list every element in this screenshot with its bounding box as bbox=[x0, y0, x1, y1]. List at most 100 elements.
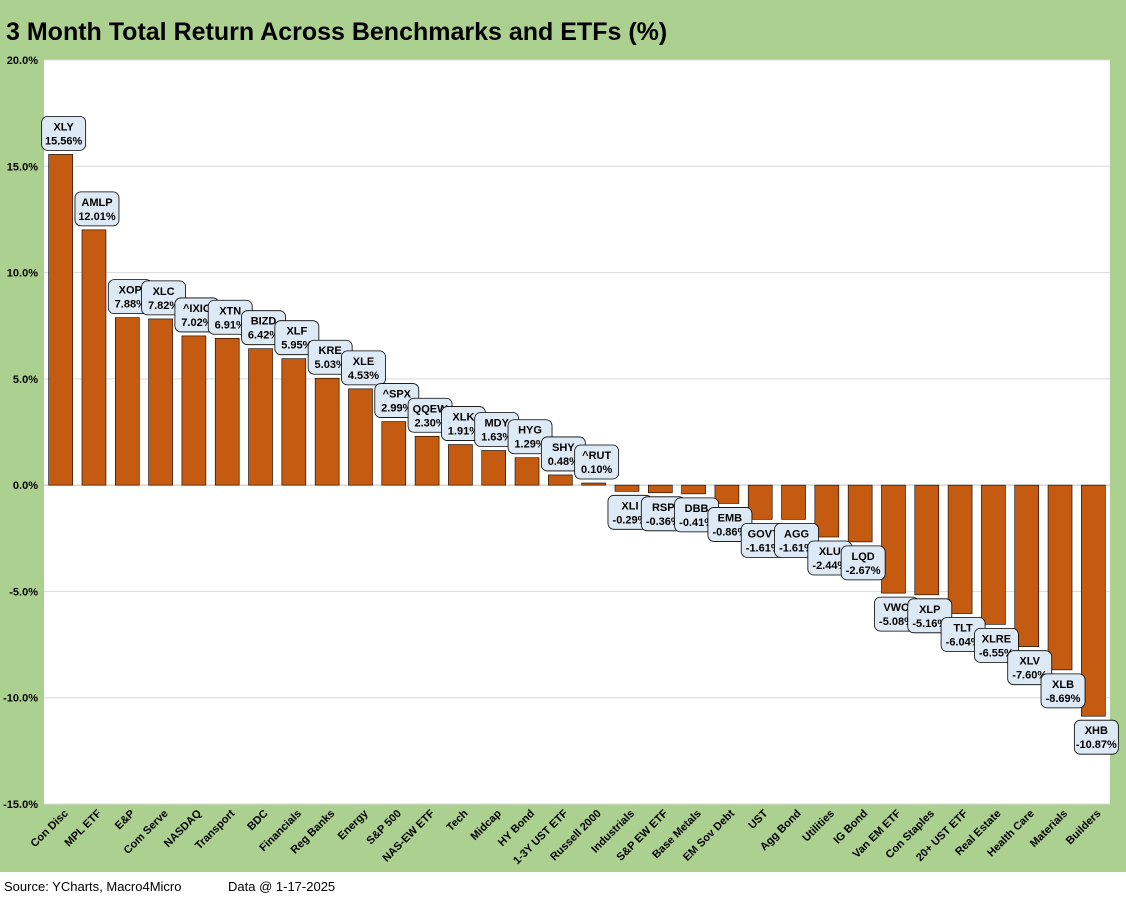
data-label-value: -0.41% bbox=[679, 517, 714, 529]
data-label-value: -10.87% bbox=[1076, 739, 1117, 751]
data-label-box bbox=[840, 545, 886, 581]
data-label-ticker: ^SPX bbox=[383, 389, 412, 401]
data-label: AGG -1.61% bbox=[774, 522, 819, 558]
bar-dbb bbox=[681, 484, 706, 495]
bars bbox=[48, 154, 1106, 717]
data-label-value: -2.44% bbox=[812, 560, 847, 572]
data-label-value: -0.36% bbox=[646, 516, 681, 528]
data-label-box bbox=[1073, 719, 1119, 755]
bar-xlb bbox=[1047, 484, 1073, 671]
data-label-ticker: HYG bbox=[518, 425, 542, 437]
data-label-value: -1.61% bbox=[779, 542, 814, 554]
data-label-value: 6.42% bbox=[248, 330, 279, 342]
data-label-ticker: XLU bbox=[819, 546, 841, 558]
data-label: XLE 4.53% bbox=[341, 350, 386, 386]
data-label-ticker: XLK bbox=[452, 412, 474, 424]
bar-xlv bbox=[1014, 484, 1040, 647]
bar-emb bbox=[714, 484, 740, 504]
bar-xly bbox=[48, 154, 73, 486]
x-tick-label: MPL ETF bbox=[62, 807, 104, 849]
bar-xli bbox=[614, 484, 640, 492]
data-label-value: 15.56% bbox=[45, 135, 83, 147]
data-label-box bbox=[1040, 673, 1086, 709]
bar-spx bbox=[381, 421, 407, 486]
bar-ixic bbox=[181, 335, 207, 486]
data-label-ticker: XTN bbox=[219, 305, 241, 317]
data-label-value: 1.63% bbox=[481, 431, 512, 443]
data-label-box bbox=[74, 191, 120, 227]
data-label-box bbox=[1007, 650, 1053, 686]
bar-tlt bbox=[947, 484, 973, 614]
data-label-value: 7.88% bbox=[115, 299, 146, 311]
data-label-value: 6.91% bbox=[215, 319, 246, 331]
data-label-box bbox=[974, 627, 1019, 663]
data-label-ticker: ^RUT bbox=[582, 450, 611, 462]
data-label-value: -1.61% bbox=[746, 542, 781, 554]
y-tick-label: 15.0% bbox=[7, 161, 38, 173]
bar-agg bbox=[781, 484, 806, 520]
y-tick-label: 20.0% bbox=[7, 55, 38, 67]
y-tick-label: -15.0% bbox=[3, 799, 38, 811]
bar-xlp bbox=[914, 484, 940, 596]
data-label-value: 2.99% bbox=[381, 403, 412, 415]
data-label-value: 2.30% bbox=[414, 417, 445, 429]
x-tick-label: Tech bbox=[444, 807, 470, 833]
data-label: LQD -2.67% bbox=[840, 545, 886, 581]
data-label-box bbox=[574, 444, 620, 480]
data-label-ticker: XLE bbox=[353, 356, 374, 368]
data-label-ticker: DBB bbox=[685, 503, 709, 515]
data-label-value: -8.69% bbox=[1046, 693, 1081, 705]
chart-title: 3 Month Total Return Across Benchmarks a… bbox=[6, 18, 668, 46]
bar-xlre bbox=[981, 484, 1006, 625]
data-label-ticker: RSP bbox=[652, 502, 675, 514]
data-label-ticker: XLP bbox=[919, 604, 940, 616]
bar-xlk bbox=[448, 444, 473, 486]
data-label-ticker: TLT bbox=[953, 623, 973, 635]
data-label-ticker: XLRE bbox=[982, 633, 1011, 645]
y-tick-label: 10.0% bbox=[7, 268, 38, 280]
y-axis: 20.0% 15.0% 10.0% 5.0% 0.0% -5.0% -10.0% -15.0% bbox=[3, 55, 38, 811]
bar-xlc bbox=[148, 318, 173, 486]
bar-xop bbox=[114, 317, 140, 486]
bar-chart: 20.0% 15.0% 10.0% 5.0% 0.0% -5.0% -10.0% -15.0%… bbox=[3, 55, 1119, 867]
data-label: XHB -10.87% bbox=[1073, 719, 1119, 755]
bar-bizd bbox=[248, 348, 273, 486]
data-label-ticker: XLF bbox=[286, 326, 307, 338]
data-label-ticker: XHB bbox=[1085, 725, 1108, 737]
data-label-value: 0.48% bbox=[548, 456, 579, 468]
bar-xtn bbox=[214, 337, 240, 486]
data-label-value: 4.53% bbox=[348, 370, 379, 382]
data-label: EMB -0.86% bbox=[707, 507, 753, 542]
data-label-ticker: BIZD bbox=[251, 316, 277, 328]
bar-xlu bbox=[814, 484, 840, 538]
data-label-value: -0.29% bbox=[613, 514, 648, 526]
source-note: Source: YCharts, Macro4Micro bbox=[4, 879, 182, 894]
y-tick-label: -5.0% bbox=[9, 586, 38, 598]
data-label-ticker: AGG bbox=[784, 528, 809, 540]
y-tick-label: -10.0% bbox=[3, 693, 38, 705]
bar-shy bbox=[548, 474, 573, 486]
data-label-ticker: XLC bbox=[153, 286, 175, 298]
data-label-ticker: VWO bbox=[883, 602, 910, 614]
x-tick-label: UST bbox=[746, 807, 770, 831]
data-label: XLV -7.60% bbox=[1007, 650, 1053, 686]
data-label-ticker: XLY bbox=[53, 121, 74, 133]
data-label-value: -0.86% bbox=[712, 526, 747, 538]
data-label-ticker: GOVT bbox=[748, 528, 779, 540]
bar-vwo bbox=[881, 484, 906, 594]
data-label-ticker: EMB bbox=[718, 512, 743, 524]
data-label-value: -5.08% bbox=[879, 616, 914, 628]
data-date-note: Data @ 1-17-2025 bbox=[228, 879, 336, 894]
data-label-value: 7.82% bbox=[148, 300, 179, 312]
data-label-ticker: SHY bbox=[552, 442, 575, 454]
y-tick-label: 0.0% bbox=[13, 480, 38, 492]
data-label-value: 7.02% bbox=[181, 317, 212, 329]
data-label-value: -5.16% bbox=[912, 618, 947, 630]
bar-mdy bbox=[481, 450, 507, 486]
data-label-ticker: XLV bbox=[1019, 656, 1040, 668]
data-label: XLB -8.69% bbox=[1040, 673, 1086, 709]
data-label-value: 1.91% bbox=[448, 426, 479, 438]
data-label-box bbox=[341, 350, 386, 386]
data-label-ticker: LQD bbox=[852, 551, 875, 563]
